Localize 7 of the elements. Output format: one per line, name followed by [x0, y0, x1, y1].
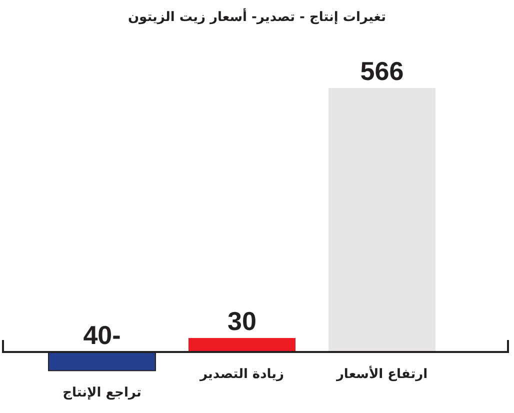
- x-tick-label: ارتفاع الأسعار: [335, 365, 428, 382]
- chart-title: تغيرات إنتاج - تصدير- أسعار زيت الزيتون: [128, 8, 386, 25]
- data-label: 566: [360, 56, 404, 86]
- x-tick-label: تراجع الإنتاج: [62, 386, 142, 401]
- x-tick-label: زيادة التصدير: [198, 367, 284, 382]
- data-label: -40: [83, 320, 121, 350]
- data-label: 30: [228, 306, 256, 336]
